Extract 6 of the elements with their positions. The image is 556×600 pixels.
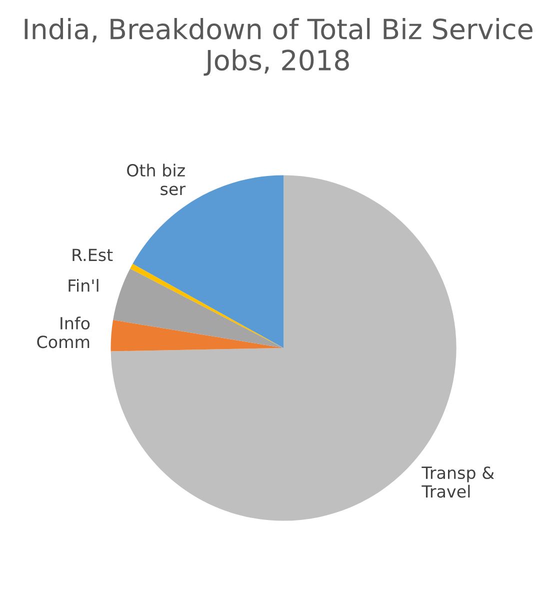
slice-label: Fin'l (68, 278, 98, 292)
slice-label: Transp & Travel (422, 466, 494, 498)
chart-title: India, Breakdown of Total Biz Service Jobs, 2018 (24, 18, 532, 76)
slice-label: R.Est (72, 248, 113, 262)
slice-label: Oth biz ser (127, 164, 186, 196)
slice-label: Info Comm (37, 316, 90, 348)
